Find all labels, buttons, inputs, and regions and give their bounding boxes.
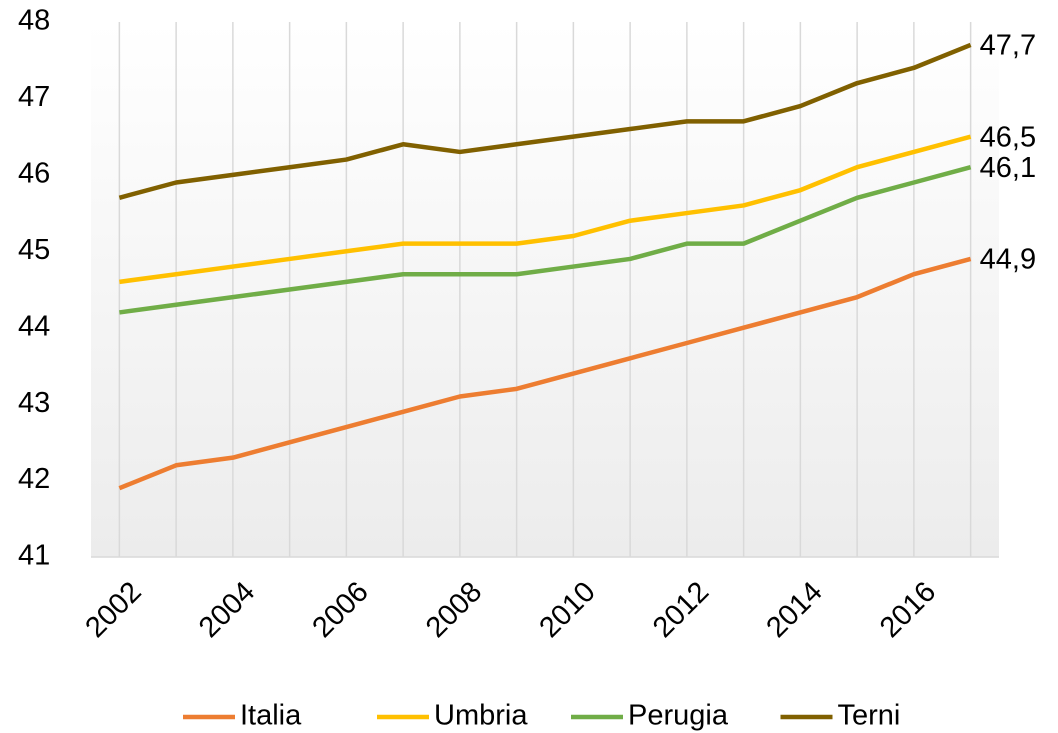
y-tick-label: 43 [18, 387, 50, 419]
legend-label: Terni [838, 700, 901, 732]
y-tick-label: 44 [18, 310, 50, 342]
data-label: 44,9 [980, 244, 1036, 276]
y-tick-label: 45 [18, 234, 50, 266]
data-label: 46,1 [980, 152, 1036, 184]
x-tick-label: 2012 [647, 576, 715, 644]
y-tick-label: 41 [18, 540, 50, 572]
y-tick-label: 46 [18, 158, 50, 190]
x-tick-label: 2016 [874, 576, 942, 644]
series-line [118, 42, 972, 200]
series-line [119, 134, 972, 285]
y-tick-label: 47 [18, 81, 50, 113]
x-tick-label: 2008 [420, 576, 488, 644]
data-label: 47,7 [980, 30, 1036, 62]
x-tick-label: 2004 [193, 576, 261, 644]
x-tick-label: 2014 [760, 576, 828, 644]
y-tick-label: 42 [18, 463, 50, 495]
data-label: 46,5 [980, 121, 1036, 153]
series-line [119, 165, 972, 315]
legend-label: Umbria [434, 700, 528, 732]
x-tick-label: 2006 [306, 576, 374, 644]
y-tick-label: 48 [18, 5, 50, 37]
plot-area [91, 22, 999, 557]
x-tick-label: 2010 [533, 576, 601, 644]
x-tick-label: 2002 [79, 576, 147, 644]
legend-label: Perugia [628, 700, 729, 732]
series-line [118, 256, 972, 491]
legend-label: Italia [240, 700, 302, 732]
